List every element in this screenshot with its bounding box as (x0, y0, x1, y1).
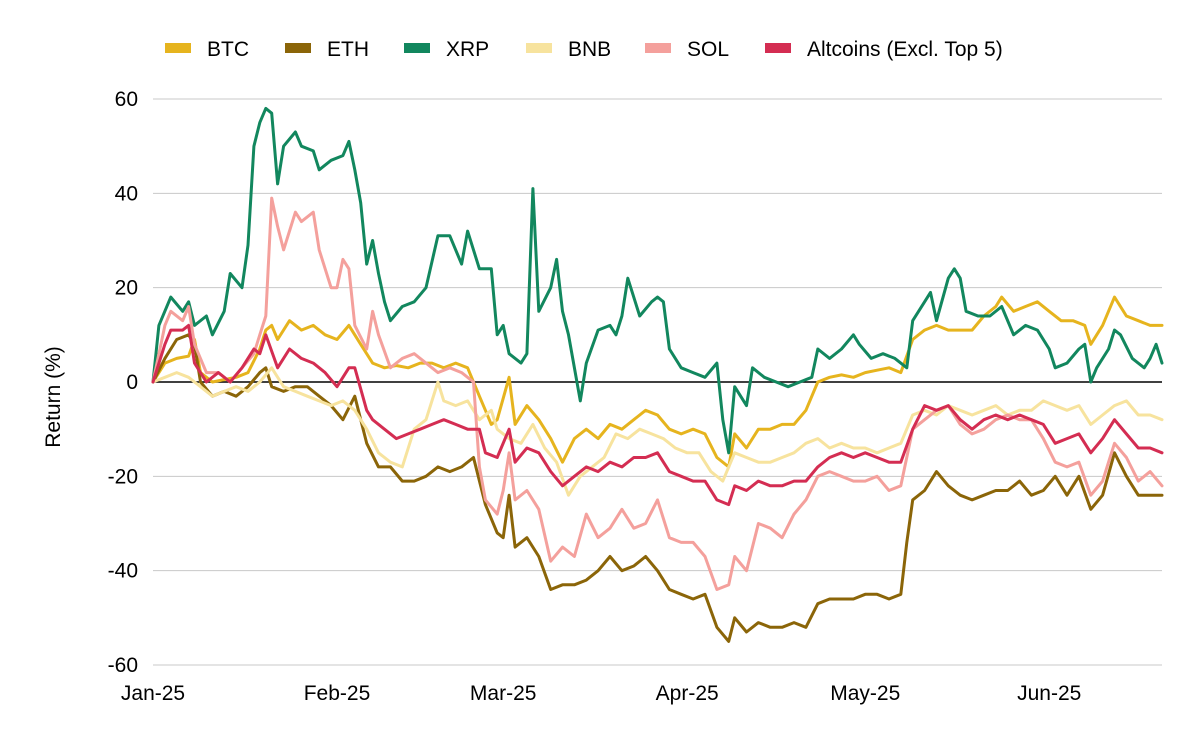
y-tick-label: 60 (115, 88, 138, 111)
x-tick-label: Apr-25 (656, 682, 719, 705)
y-tick-label: 20 (115, 277, 138, 300)
y-tick-label: 0 (126, 371, 138, 394)
legend-label: XRP (446, 38, 489, 61)
y-axis-title: Return (%) (42, 346, 65, 448)
series-line-altcoins-excl-top-5 (151, 323, 1164, 507)
x-tick-label: Feb-25 (304, 682, 371, 705)
y-tick-label: -40 (108, 560, 138, 583)
legend-swatch (765, 43, 791, 53)
legend-swatch (404, 43, 430, 53)
legend-swatch (526, 43, 552, 53)
x-tick-label: Jun-25 (1017, 682, 1081, 705)
legend-label: Altcoins (Excl. Top 5) (807, 38, 1003, 61)
legend-swatch (645, 43, 671, 53)
series-line-eth (151, 333, 1164, 643)
series-line-sol (151, 196, 1164, 591)
y-axis-ticks: 60 40 20 0 -20 -40 -60 (108, 88, 138, 677)
x-tick-label: May-25 (830, 682, 900, 705)
x-axis-ticks: Jan-25 Feb-25 Mar-25 Apr-25 May-25 Jun-25 (121, 682, 1081, 705)
legend-swatch (285, 43, 311, 53)
legend-label: ETH (327, 38, 369, 61)
legend-label: BNB (568, 38, 611, 61)
series-line-btc (151, 295, 1164, 469)
y-tick-label: -60 (108, 654, 138, 677)
legend: BTC ETH XRP BNB SOL Altcoins (Excl. Top 5) (165, 38, 1003, 61)
legend-swatch (165, 43, 191, 53)
legend-label: SOL (687, 38, 729, 61)
y-tick-label: -20 (108, 465, 138, 488)
series-line-bnb (151, 366, 1164, 497)
series-lines (151, 106, 1164, 643)
x-tick-label: Mar-25 (470, 682, 537, 705)
legend-label: BTC (207, 38, 249, 61)
x-tick-label: Jan-25 (121, 682, 185, 705)
series-line-xrp (151, 106, 1164, 455)
y-tick-label: 40 (115, 182, 138, 205)
